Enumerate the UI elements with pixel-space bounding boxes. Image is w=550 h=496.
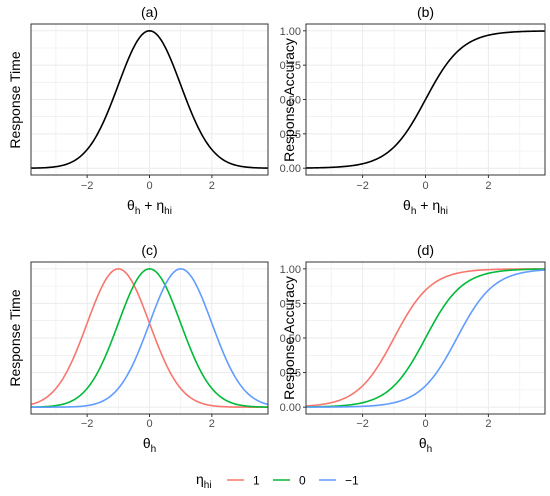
panel-a-title: (a) — [141, 4, 158, 20]
panel-d-series-line-1 — [306, 268, 545, 408]
panel-a-x-axis-title-part: θ — [127, 197, 135, 213]
legend: ηhi 1 0 −1 — [196, 471, 359, 491]
legend-title: ηhi — [196, 471, 212, 491]
legend-title-main: η — [196, 471, 204, 487]
panel-c-x-axis-title-part: θ — [143, 435, 151, 451]
panel-a-series-line-0 — [31, 29, 268, 169]
panel-b-x-tick-label: 2 — [485, 180, 491, 192]
legend-label-2: −1 — [345, 474, 359, 488]
panel-d-x-tick-label: 2 — [485, 418, 491, 430]
panel-b-title: (b) — [417, 4, 434, 20]
panel-b-y-tick-label: 1.00 — [280, 26, 301, 38]
panel-c-x-tick-label: 0 — [146, 418, 152, 430]
panel-b-gridlines — [306, 24, 545, 175]
panel-b-y-tick-label: 0.75 — [280, 60, 301, 72]
panel-d-x-tick-label: −2 — [356, 418, 369, 430]
panel-d-series-line-0 — [306, 268, 545, 407]
panel-d-x-tick-label: 0 — [422, 418, 428, 430]
panel-b-series-line-0 — [306, 30, 545, 169]
panel-d-y-axis-title: Response Accuracy — [281, 276, 297, 400]
panel-c-x-tick-label: 2 — [209, 418, 215, 430]
panel-c-x-axis-title: θh — [143, 435, 156, 455]
panel-b-series-group — [306, 30, 545, 169]
panel-d-y-tick-label: 0.00 — [280, 402, 301, 414]
panel-b-x-axis-title-part: h — [411, 206, 417, 217]
panel-c-x-axis-title-part: h — [151, 444, 157, 455]
panel-b-y-tick-label: 0.25 — [280, 129, 301, 141]
panel-b-y-axis-title: Response Accuracy — [281, 38, 297, 162]
panel-a-x-axis-title: θh + ηhi — [127, 197, 172, 217]
panel-c: −2 0 2 (c) Response Time θh — [7, 242, 269, 455]
panel-a-x-tick-label: −2 — [81, 180, 94, 192]
panel-d-x-axis-title-part: h — [427, 444, 433, 455]
panel-a-x-axis-title-part: hi — [164, 206, 172, 217]
panel-d-y-tick-label: 0.75 — [280, 298, 301, 310]
panel-a: −2 0 2 (a) Response Time θh + ηhi — [7, 4, 269, 217]
panel-d-y-tick-label: 0.25 — [280, 368, 301, 380]
panel-c-y-axis-title: Response Time — [7, 289, 23, 386]
panel-b-x-axis-title-part: + η — [416, 197, 440, 213]
panel-a-y-axis-title: Response Time — [7, 51, 23, 148]
panel-b-y-tick-label: 0.00 — [280, 163, 301, 175]
panel-b-x-tick-label: −2 — [356, 180, 369, 192]
panel-b-x-axis-title-part: θ — [403, 197, 411, 213]
legend-label-0: 1 — [253, 474, 260, 488]
panel-d-title: (d) — [417, 242, 434, 258]
panel-b-x-tick-label: 0 — [422, 180, 428, 192]
panel-a-x-tick-label: 2 — [209, 180, 215, 192]
legend-label-1: 0 — [299, 474, 306, 488]
panel-d-y-tick-label: 1.00 — [280, 264, 301, 276]
panel-c-series-line-1 — [31, 268, 268, 408]
panel-b-x-axis-title: θh + ηhi — [403, 197, 448, 217]
panel-d: −2 0 2 0.00 0.25 0.50 0.75 1.00 (d) Response Accu… — [280, 242, 546, 455]
panel-b: −2 0 2 0.00 0.25 0.50 0.75 1.00 (b) Response Accu… — [280, 4, 546, 217]
panel-a-gridlines — [31, 24, 268, 175]
panel-a-x-axis-title-part: + η — [140, 197, 164, 213]
panel-a-x-tick-label: 0 — [146, 180, 152, 192]
panel-a-x-axis-title-part: h — [135, 206, 141, 217]
panel-c-series-line-2 — [31, 268, 268, 408]
panel-d-x-axis-title-part: θ — [419, 435, 427, 451]
panel-c-series-group — [31, 268, 268, 408]
panel-a-series-group — [31, 29, 268, 169]
panel-c-title: (c) — [141, 242, 157, 258]
panel-c-x-tick-label: −2 — [81, 418, 94, 430]
panel-b-y-tick-label: 0.50 — [280, 95, 301, 107]
panel-b-x-axis-title-part: hi — [440, 206, 448, 217]
panel-d-series-group — [306, 268, 545, 408]
panel-d-y-tick-label: 0.50 — [280, 333, 301, 345]
legend-title-sub: hi — [204, 480, 212, 491]
panel-d-series-line-2 — [306, 269, 545, 408]
panel-d-x-axis-title: θh — [419, 435, 432, 455]
